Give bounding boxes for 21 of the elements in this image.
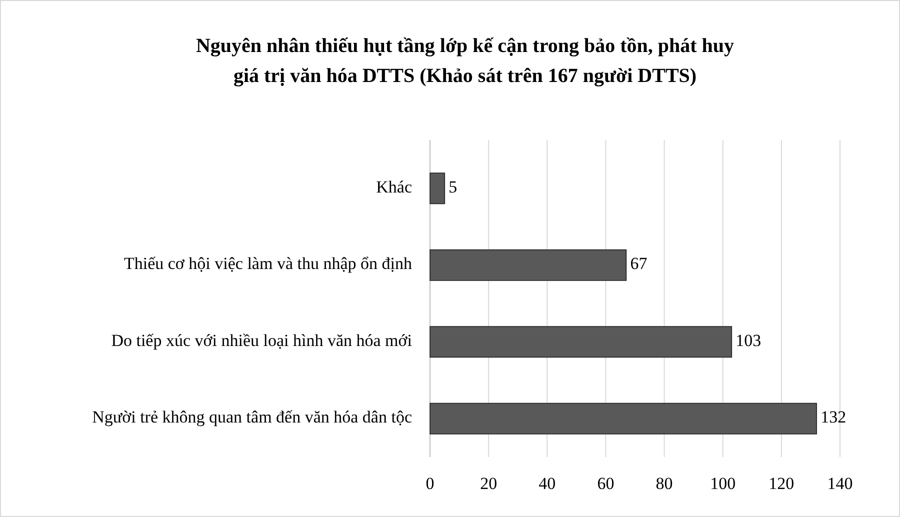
- data-label: 132: [820, 408, 846, 427]
- data-label: 103: [736, 330, 762, 350]
- y-tick-label: Do tiếp xúc với nhiều loại hình văn hóa mới: [111, 330, 412, 350]
- x-tick-label: 60: [597, 474, 614, 493]
- x-tick-label: 20: [480, 474, 498, 493]
- bar: [430, 402, 817, 434]
- bar: [430, 172, 446, 204]
- bar: [430, 249, 627, 281]
- x-tick-label: 140: [827, 474, 853, 493]
- y-tick-label: Khác: [376, 177, 412, 196]
- y-tick-label: Thiếu cơ hội việc làm và thu nhập ổn định: [124, 254, 412, 274]
- x-tick-label: 100: [710, 474, 736, 493]
- x-tick-label: 0: [426, 474, 434, 493]
- y-tick-label: Người trẻ không quan tâm đến văn hóa dân tộc: [92, 408, 412, 427]
- data-label: 5: [448, 177, 458, 196]
- data-label: 67: [630, 254, 648, 274]
- chart-title: Nguyên nhân thiếu hụt tầng lớp kế cận trong bảo tồn, phát huy giá trị văn hóa DTTS (Khảo sát trên 167 người DTTS): [196, 35, 734, 87]
- bar: [430, 326, 732, 358]
- x-tick-label: 80: [656, 474, 673, 493]
- x-tick-label: 120: [768, 474, 794, 493]
- x-tick-label: 40: [538, 474, 556, 493]
